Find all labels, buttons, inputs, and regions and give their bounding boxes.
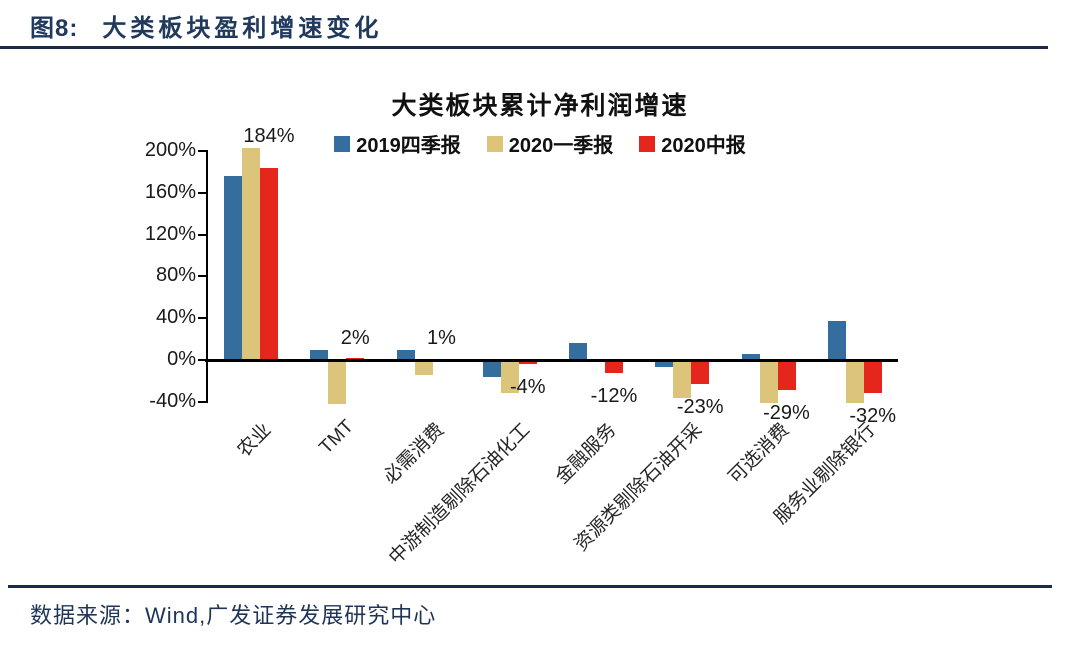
x-axis-category-label: 必需消费 <box>379 419 449 489</box>
data-label-cat2: 2% <box>340 326 370 349</box>
y-axis-label: 80% <box>155 264 196 287</box>
x-axis-category-label: 中游制造剔除石油化工 <box>385 419 535 569</box>
data-label-cat8: -32% <box>849 405 897 428</box>
bar-series3-cat2 <box>346 357 365 360</box>
data-label-cat6: -23% <box>676 396 724 419</box>
bottom-divider-line <box>8 585 1052 588</box>
chart-legend: 2019四季报 2020一季报 2020中报 <box>0 129 1080 158</box>
legend-swatch-icon <box>334 135 351 152</box>
legend-item-1: 2019四季报 <box>334 129 461 158</box>
bar-chart-plot-area: 200% 160% 120% 80% 40% 0% -40% 184% 2% 1% -4% -12% -… <box>144 124 898 569</box>
chart-title: 大类板块累计净利润增速 <box>391 92 689 120</box>
y-axis-tick-mark <box>198 191 208 194</box>
data-source-text: 数据来源：Wind,广发证券发展研究中心 <box>30 603 437 628</box>
legend-item-3: 2020中报 <box>639 129 746 158</box>
bar-series3-cat4 <box>518 360 537 365</box>
bar-series1-cat3 <box>396 349 415 360</box>
legend-label: 2020中报 <box>661 135 746 157</box>
bar-series2-cat8 <box>845 360 864 403</box>
y-axis-tick-mark <box>198 275 208 278</box>
bar-series1-cat7 <box>741 353 760 360</box>
bar-series1-cat4 <box>482 360 501 377</box>
data-label-cat3: 1% <box>427 326 456 349</box>
legend-swatch-icon <box>486 135 503 152</box>
y-axis-label: 200% <box>144 139 196 161</box>
y-axis-line <box>206 151 208 402</box>
y-axis-label: 120% <box>144 222 196 245</box>
y-axis-tick-mark <box>198 233 208 236</box>
y-axis-tick-mark <box>198 317 208 320</box>
bar-series2-cat2 <box>328 360 347 404</box>
bar-series1-cat1 <box>224 176 242 360</box>
bar-series3-cat6 <box>691 360 710 385</box>
figure-title: 大类板块盈利增速变化 <box>102 15 383 42</box>
x-axis-category-label: 农业 <box>233 419 276 462</box>
x-axis-line <box>205 359 898 362</box>
y-axis-tick-mark <box>198 150 208 152</box>
legend-label: 2019四季报 <box>356 135 461 157</box>
bar-series2-cat1 <box>242 147 260 360</box>
data-label-cat7: -29% <box>763 402 810 425</box>
bar-series2-cat7 <box>759 360 778 403</box>
bar-series1-cat2 <box>310 349 329 360</box>
top-divider-line <box>0 46 1048 49</box>
x-axis-category-label: 可选消费 <box>724 419 794 489</box>
bar-series1-cat8 <box>827 321 846 360</box>
y-axis-label: 0% <box>167 348 196 370</box>
legend-item-2: 2020一季报 <box>486 129 614 158</box>
figure-number-label: 图8: <box>30 15 79 42</box>
data-label-cat1: 184% <box>243 124 295 147</box>
y-axis-label: -40% <box>149 389 196 412</box>
bar-series3-cat5 <box>605 360 623 373</box>
y-axis-tick-mark <box>198 400 208 403</box>
bar-series1-cat6 <box>655 360 674 368</box>
y-axis-tick-mark <box>198 359 208 361</box>
bar-series2-cat3 <box>414 360 433 375</box>
bar-series3-cat7 <box>777 360 796 391</box>
bar-series3-cat1 <box>260 167 278 360</box>
data-label-cat5: -12% <box>590 384 638 407</box>
y-axis-label: 160% <box>144 180 196 203</box>
bar-series3-cat8 <box>863 360 882 394</box>
legend-label: 2020一季报 <box>508 135 614 157</box>
y-axis-label: 40% <box>155 306 196 329</box>
data-label-cat4: -4% <box>509 376 546 399</box>
legend-swatch-icon <box>639 135 656 152</box>
x-axis-category-label: TMT <box>315 416 359 459</box>
bar-series1-cat5 <box>569 343 587 360</box>
bar-series2-cat6 <box>673 360 692 398</box>
figure-header: 图8: 大类板块盈利增速变化 <box>30 8 382 43</box>
bar-series2-cat4 <box>500 360 519 394</box>
x-axis-category-label: 金融服务 <box>551 419 621 489</box>
